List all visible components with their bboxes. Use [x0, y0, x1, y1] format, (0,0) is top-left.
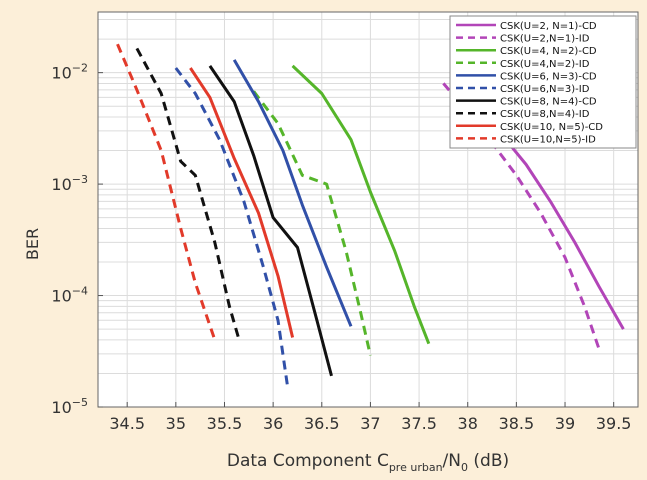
- x-tick-label: 39: [555, 414, 575, 433]
- y-tick-label: 10−5: [51, 396, 88, 417]
- x-tick-label: 36: [263, 414, 283, 433]
- series-line: [116, 43, 217, 341]
- y-tick-label: 10−2: [51, 62, 88, 83]
- x-axis-label-unit: (dB): [468, 451, 509, 471]
- legend-label: CSK(U=10,N=5)-ID: [500, 134, 596, 145]
- legend-label: CSK(U=2, N=1)-CD: [500, 21, 597, 32]
- series-line: [174, 67, 290, 388]
- x-axis-label-subscript-2: 0: [461, 461, 468, 474]
- x-tick-label: 37: [360, 414, 380, 433]
- series-line: [208, 65, 333, 377]
- x-tick-label: 35: [166, 414, 186, 433]
- y-tick-label: 10−4: [51, 285, 88, 306]
- plot-frame: [97, 11, 639, 408]
- x-axis-label-subscript: pre urban: [389, 461, 443, 474]
- x-axis-ticks: 34.5 35 35.5 36 36.5 37 37.5 38 38.5 39 39.5: [109, 402, 631, 433]
- legend: CSK(U=2, N=1)-CD CSK(U=2,N=1)-IDCSK(U=4, …: [449, 15, 637, 149]
- x-tick-label: 38: [458, 414, 478, 433]
- x-axis-label-main: Data Component C: [227, 451, 389, 471]
- series-line: [135, 47, 241, 341]
- y-axis-ticks: 10−5 10−4 10−3 10−2: [51, 62, 103, 417]
- legend-label: CSK(U=6,N=3)-ID: [500, 84, 590, 95]
- x-tick-label: 37.5: [401, 414, 437, 433]
- y-axis-label: BER: [23, 228, 42, 260]
- legend-label: CSK(U=8, N=4)-CD: [500, 97, 597, 108]
- legend-label: CSK(U=8,N=4)-ID: [500, 109, 590, 120]
- legend-label: CSK(U=2,N=1)-ID: [500, 34, 590, 45]
- x-tick-label: 38.5: [499, 414, 535, 433]
- series-line: [232, 59, 353, 327]
- x-axis-label-mid: /N: [443, 451, 461, 471]
- x-tick-label: 35.5: [207, 414, 243, 433]
- series-line: [189, 67, 295, 338]
- x-axis-label: Data Component Cpre urban/N0 (dB): [227, 451, 509, 474]
- x-tick-label: 39.5: [596, 414, 632, 433]
- x-tick-label: 36.5: [304, 414, 340, 433]
- series-line: [252, 90, 372, 356]
- legend-label: CSK(U=6, N=3)-CD: [500, 71, 597, 82]
- legend-label: CSK(U=4,N=2)-ID: [500, 59, 590, 70]
- series-line: [291, 64, 431, 345]
- y-tick-label: 10−3: [51, 173, 88, 194]
- x-tick-label: 34.5: [109, 414, 145, 433]
- legend-label: CSK(U=4, N=2)-CD: [500, 46, 597, 57]
- legend-label: CSK(U=10, N=5)-CD: [500, 122, 603, 133]
